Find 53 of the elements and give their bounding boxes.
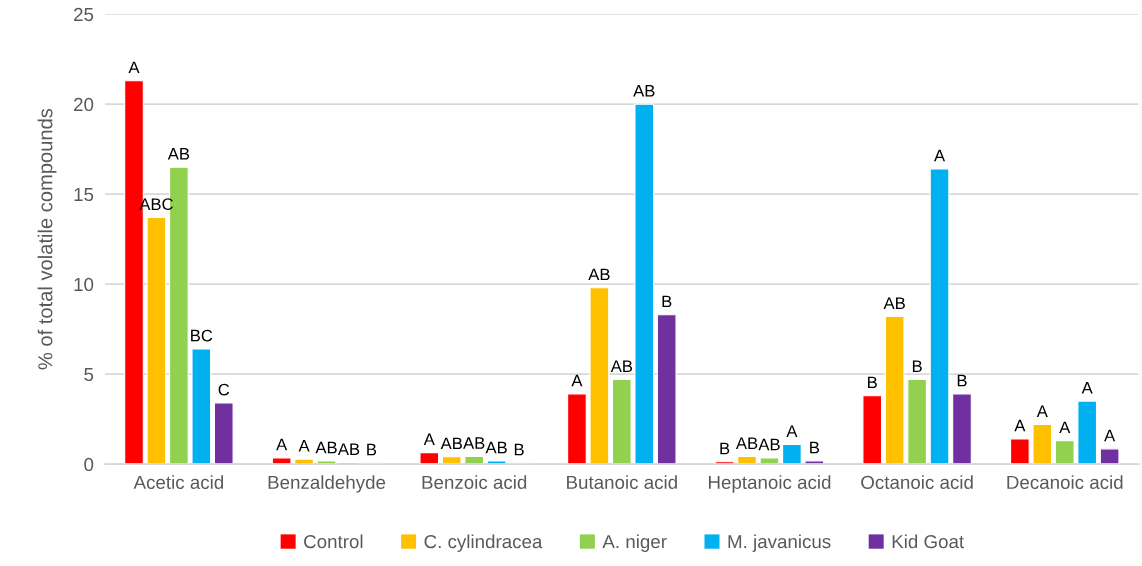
data-label: AB	[588, 268, 610, 281]
x-tick-label: Heptanoic acid	[708, 475, 831, 493]
data-label: A	[1014, 419, 1026, 432]
x-tick-label: Decanoic acid	[1007, 475, 1123, 489]
data-label: A	[1104, 429, 1116, 442]
data-label: AB	[735, 437, 758, 449]
data-label: BC	[191, 329, 213, 342]
legend-label: Control	[304, 534, 363, 549]
data-label: B	[957, 374, 967, 387]
x-tick-label: Acetic acid	[133, 475, 224, 489]
data-label: C	[218, 383, 230, 396]
legend-label: Kid Goat	[892, 534, 965, 549]
y-tick-label: 0	[84, 457, 94, 472]
y-axis-title: % of total volatile compounds	[37, 108, 57, 370]
y-tick-label: 20	[74, 97, 94, 112]
y-tick-label: 5	[84, 368, 94, 382]
data-label: B	[514, 443, 524, 456]
data-label: AB	[440, 437, 462, 450]
data-label: A	[1036, 405, 1048, 417]
y-tick-label: 25	[74, 7, 94, 22]
legend-label: C. cylindracea	[424, 534, 543, 552]
data-label: B	[912, 360, 922, 372]
data-label: AB	[315, 441, 337, 454]
y-tick-label: 15	[74, 188, 94, 202]
data-label: A	[1059, 421, 1071, 434]
data-label: B	[868, 376, 877, 389]
data-label: B	[810, 441, 820, 454]
data-label: AB	[758, 438, 780, 451]
data-label: A	[934, 149, 946, 162]
data-label: A	[571, 374, 583, 387]
data-label: A	[298, 439, 310, 452]
x-tick-label: Benzoic acid	[422, 475, 527, 489]
data-label: AB	[167, 148, 190, 160]
x-tick-label: Benzaldehyde	[268, 475, 386, 493]
y-tick-label: 10	[74, 277, 94, 292]
legend-label: A. niger	[602, 534, 667, 552]
data-label: A	[423, 433, 435, 445]
data-label: B	[367, 443, 377, 456]
data-label: A	[128, 61, 140, 74]
data-label: B	[662, 295, 672, 308]
data-label: AB	[610, 360, 633, 372]
data-label: AB	[463, 437, 485, 449]
data-label: AB	[485, 441, 507, 454]
data-label: A	[1081, 382, 1093, 394]
legend-label: M. javanicus	[728, 534, 831, 552]
data-label: A	[276, 438, 288, 451]
data-label: AB	[633, 85, 655, 97]
data-label: B	[720, 442, 730, 455]
data-label: AB	[883, 297, 905, 309]
data-label: A	[786, 425, 798, 437]
x-tick-label: Butanoic acid	[567, 475, 677, 489]
x-tick-label: Octanoic acid	[861, 475, 973, 489]
data-label: AB	[337, 443, 360, 455]
